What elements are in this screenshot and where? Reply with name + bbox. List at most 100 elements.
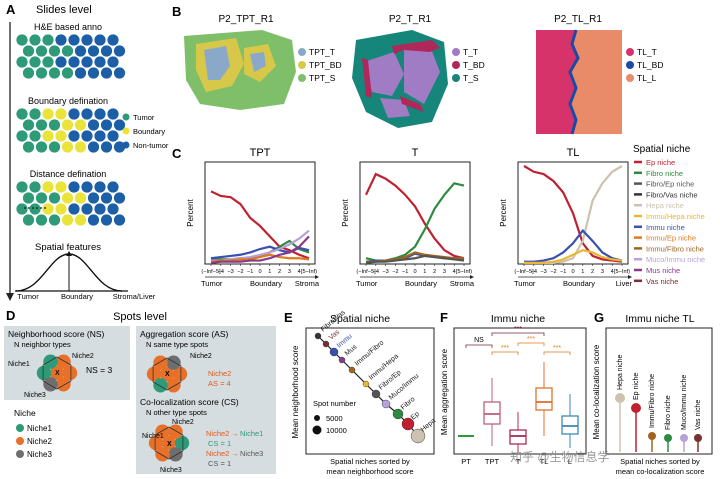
spot — [107, 56, 119, 68]
x-tick-label: (−Inf−5] — [201, 269, 221, 275]
cs-arrow2: → — [231, 449, 239, 458]
spot — [166, 378, 181, 393]
spot — [155, 447, 170, 462]
spot — [55, 34, 67, 46]
spot — [61, 119, 74, 131]
spot — [29, 203, 41, 215]
legend-label: Vas niche — [646, 277, 678, 286]
spot — [94, 56, 106, 68]
legend-label-boundary: Boundary — [133, 127, 165, 136]
spot — [172, 366, 188, 382]
spot — [62, 365, 78, 381]
chart-title: TPT — [250, 147, 271, 159]
niche-point-label: Mus — [344, 343, 359, 357]
neighborhood-hex — [154, 426, 184, 460]
y-axis-label: Percent — [341, 198, 350, 226]
spot — [55, 203, 67, 215]
niche-point-label: Fibro — [400, 396, 417, 412]
x-tick-label: 3 — [443, 269, 446, 275]
spot — [56, 354, 71, 369]
x-tick-label: 1 — [581, 269, 584, 275]
spot — [168, 424, 183, 439]
spot — [113, 214, 126, 226]
a-distance-label: Distance defination — [30, 169, 107, 179]
spot — [81, 203, 93, 215]
spot — [35, 67, 48, 79]
spot — [87, 119, 100, 131]
a-title: Slides level — [36, 4, 92, 16]
legend-label: Immu/Ep niche — [646, 234, 696, 243]
spot — [48, 119, 61, 131]
watermark-text: 知乎 @生物信息学 — [510, 449, 610, 464]
spot — [155, 424, 170, 439]
niche-point — [371, 389, 381, 399]
x-tick-label: [5−Inf) — [614, 269, 630, 275]
niche-legend-swatch-2 — [16, 437, 24, 445]
niche-legend-label-3: Niche3 — [27, 450, 52, 459]
spot — [168, 447, 183, 462]
x-tick-label: [5−Inf) — [301, 269, 317, 275]
spot — [16, 34, 28, 46]
bottom-label-right: Liver — [616, 279, 633, 288]
spot — [48, 67, 61, 79]
a-features-label: Spatial features — [35, 242, 101, 253]
lollipop-label: Fibro niche — [665, 395, 672, 430]
lollipop-head — [680, 434, 688, 442]
ns-center-label: X — [55, 370, 60, 377]
spot — [74, 119, 87, 131]
legend-swatch-t-s — [452, 74, 460, 82]
panel-letter-e: E — [284, 310, 293, 325]
as-niche2-annot: Niche2 — [208, 369, 231, 378]
y-axis-label: Percent — [186, 198, 195, 226]
spot — [113, 119, 126, 131]
spot — [94, 34, 106, 46]
bottom-label-mid: Boundary — [250, 279, 282, 288]
bottom-label-left: Tumor — [201, 279, 223, 288]
x-tick-label: −1 — [247, 269, 253, 275]
lollipop-head — [631, 403, 641, 413]
spot — [22, 45, 35, 57]
e-title: Spatial niche — [330, 313, 390, 325]
panel-letter-a: A — [6, 2, 16, 17]
spot — [153, 378, 168, 393]
e-plot-frame — [305, 327, 435, 455]
cs-center-label: X — [167, 441, 172, 448]
spot — [113, 67, 126, 79]
ns-title: Neighborhood score (NS) — [8, 329, 105, 339]
g-title: Immu niche TL — [625, 313, 694, 325]
cs-niche1-label: Niche1 — [142, 433, 164, 440]
legend-label-tl-l: TL_L — [637, 73, 657, 83]
panel-a: A Slides level H&E based anno Boundary d… — [6, 2, 169, 301]
bottom-label-mid: Boundary — [563, 279, 595, 288]
spot — [61, 45, 74, 57]
panel-letter-g: G — [594, 310, 604, 325]
legend-label-non-tumor: Non-tumor — [133, 141, 169, 150]
box-body — [535, 387, 553, 411]
cs-title: Co-localization score (CS) — [140, 397, 239, 407]
spot — [35, 141, 48, 153]
position-axis-arrow — [470, 275, 474, 279]
spot — [43, 354, 58, 369]
category-label: L — [568, 457, 572, 466]
spot — [100, 141, 113, 153]
legend-swatch-tl-l — [626, 74, 634, 82]
legend-label-tpt-s: TPT_S — [309, 73, 336, 83]
x-tick-label: −2 — [392, 269, 398, 275]
spot — [61, 192, 74, 204]
cs-value2: CS = 1 — [208, 459, 231, 468]
category-label: TL — [540, 457, 549, 466]
b-map1-title: P2_TPT_R1 — [218, 14, 273, 25]
lollipop-label: Immu/Fibro niche — [649, 374, 656, 428]
as-value: AS = 4 — [208, 379, 231, 388]
lollipop-label: Ep niche — [633, 373, 640, 400]
e-size-legend-large — [312, 425, 322, 435]
panel-letter-f: F — [440, 310, 448, 325]
spot — [159, 366, 175, 382]
spot — [35, 45, 48, 57]
spot — [94, 130, 106, 142]
x-tick-label: 2 — [433, 269, 436, 275]
a-boundary-label: Boundary defination — [28, 96, 108, 106]
niche-point-label: Immu/Fibro — [354, 339, 386, 367]
lollipop-label: Vas niche — [695, 400, 702, 430]
legend-label: Muco/Immu niche — [646, 255, 705, 264]
